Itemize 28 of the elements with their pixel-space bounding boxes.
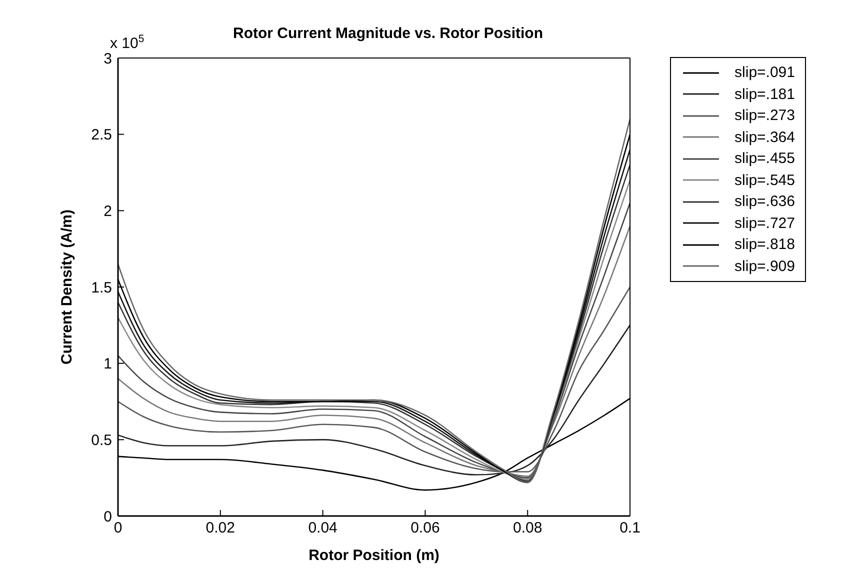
legend-label: slip=.909 — [734, 258, 795, 275]
legend-label: slip=.273 — [734, 107, 795, 124]
y-tick-label: 0.5 — [91, 432, 112, 449]
y-tick-label: 2.5 — [91, 126, 112, 144]
legend-label: slip=.545 — [734, 172, 795, 189]
y-tick-label: 0 — [104, 508, 112, 526]
x-tick-label: 0.06 — [410, 520, 440, 537]
y-axis-title: Current Density (A/m) — [58, 209, 76, 365]
chart-title: Rotor Current Magnitude vs. Rotor Position — [233, 25, 543, 42]
y-tick-label: 1 — [104, 356, 112, 373]
x-tick-label: 0.04 — [308, 520, 338, 537]
y-tick-label: 1.5 — [91, 279, 112, 296]
legend-label: slip=.455 — [734, 150, 795, 168]
x-tick-label: 0.08 — [513, 520, 542, 537]
line-series — [118, 286, 630, 472]
legend-label: slip=.091 — [734, 64, 795, 82]
line-series — [118, 324, 630, 476]
text: x 10$^{5}$ — [110, 33, 144, 52]
legend-label: slip=.818 — [734, 236, 795, 254]
y-tick-label: 3 — [104, 50, 112, 68]
legend-label: slip=.364 — [734, 128, 795, 146]
legend-label: slip=.181 — [734, 86, 795, 103]
legend-label: slip=.727 — [734, 214, 795, 232]
legend-label: slip=.636 — [734, 193, 795, 210]
x-tick-label: 0.02 — [206, 520, 235, 537]
x-axis-title: Rotor Position (m) — [308, 547, 440, 564]
y-tick-label: 2 — [104, 202, 112, 220]
x-tick-label: 0.1 — [620, 520, 640, 537]
